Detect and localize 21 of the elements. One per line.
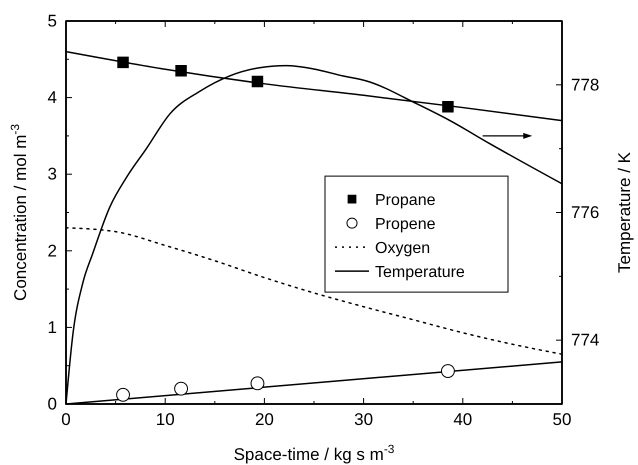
y2-tick-label: 774 — [571, 330, 600, 350]
y2-tick-label: 778 — [571, 75, 600, 94]
x-tick-label: 30 — [354, 410, 374, 430]
y-tick-label: 1 — [48, 318, 57, 337]
y2-axis-title: Temperature / K — [615, 151, 634, 273]
y-tick-label: 0 — [48, 394, 57, 414]
x-tick-label: 50 — [552, 410, 572, 430]
x-tick-label: 20 — [254, 410, 274, 430]
y-tick-label: 3 — [48, 164, 57, 184]
legend-label: Temperature — [375, 264, 465, 282]
x-tick-label: 0 — [61, 410, 71, 430]
x-tick-label: 40 — [453, 410, 472, 430]
legend-label: Propene — [375, 216, 436, 234]
y-tick-label: 2 — [48, 241, 57, 260]
y2-tick-label: 776 — [571, 202, 600, 222]
x-tick-label: 10 — [156, 410, 175, 430]
y-tick-label: 5 — [48, 11, 57, 30]
legend-label: Propane — [375, 192, 436, 210]
legend-label: Oxygen — [375, 240, 430, 258]
y-tick-label: 4 — [48, 88, 57, 108]
x-axis-title: Space-time / kg s m$^{-3}$ — [234, 442, 395, 464]
